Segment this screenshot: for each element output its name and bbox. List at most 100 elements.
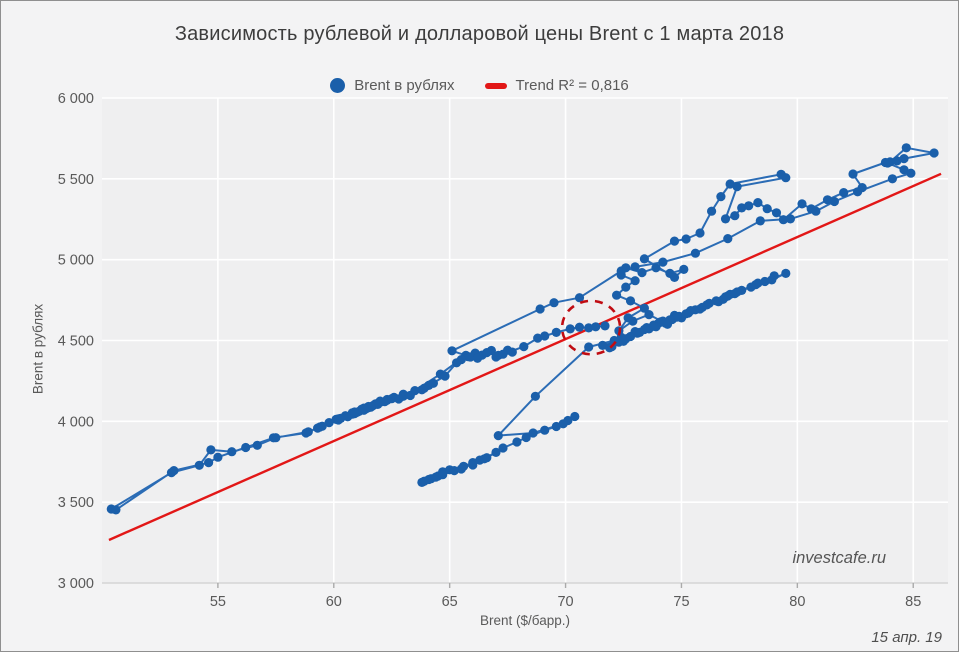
data-point <box>405 390 415 401</box>
y-tick-label: 3 000 <box>58 576 94 592</box>
data-point <box>753 198 763 208</box>
data-point <box>366 402 376 412</box>
data-point <box>723 234 733 244</box>
highlight-circle <box>560 299 622 356</box>
data-point <box>551 421 561 432</box>
data-point <box>535 304 545 314</box>
data-point <box>899 154 909 164</box>
data-point <box>324 418 334 428</box>
data-point <box>669 272 680 282</box>
data-point <box>533 333 543 343</box>
data-point <box>447 346 457 356</box>
data-point <box>720 214 731 224</box>
data-point <box>491 447 501 457</box>
data-point <box>635 327 645 337</box>
data-point <box>419 383 429 393</box>
data-point <box>853 187 863 197</box>
data-point <box>498 349 508 359</box>
data-point <box>598 340 608 350</box>
data-point <box>883 158 893 168</box>
legend-label-series: Brent в рублях <box>354 77 455 94</box>
data-point <box>301 428 311 438</box>
data-point <box>718 294 728 304</box>
x-tick-label: 65 <box>442 594 458 610</box>
data-point <box>639 254 650 264</box>
data-point <box>785 214 796 224</box>
data-point <box>623 313 633 323</box>
data-point <box>438 470 448 480</box>
data-point <box>892 156 902 166</box>
data-point <box>468 460 478 470</box>
data-point <box>767 275 777 285</box>
data-point <box>630 276 640 286</box>
trend-line <box>108 172 942 542</box>
data-point <box>472 353 483 363</box>
data-point <box>649 321 659 331</box>
data-point <box>618 336 629 346</box>
legend: Brent в рублях Trend R² = 0,816 <box>1 77 958 94</box>
data-point <box>479 454 489 464</box>
data-point <box>540 331 550 341</box>
data-point <box>317 421 327 431</box>
y-tick-label: 4 500 <box>58 334 94 350</box>
legend-item-trend: Trend R² = 0,816 <box>484 77 629 94</box>
data-point <box>839 188 849 198</box>
data-point <box>591 322 601 332</box>
data-point <box>241 442 251 453</box>
data-point <box>565 324 575 334</box>
data-point <box>456 464 466 474</box>
data-point <box>584 342 594 352</box>
data-point <box>570 411 580 422</box>
y-tick-label: 3 500 <box>58 495 94 511</box>
data-point <box>375 396 385 406</box>
data-point <box>829 196 840 207</box>
data-point <box>204 458 214 468</box>
data-point <box>616 266 626 276</box>
x-tick-label: 85 <box>905 594 921 610</box>
data-point <box>540 425 550 435</box>
data-point <box>906 168 916 178</box>
data-point <box>639 303 650 313</box>
y-tick-label: 5 000 <box>58 253 94 269</box>
watermark: investcafe.ru <box>792 549 886 567</box>
y-tick-label: 6 000 <box>58 91 94 107</box>
data-point <box>848 169 858 179</box>
data-point <box>887 174 898 184</box>
data-point <box>574 322 585 332</box>
data-point <box>493 431 503 441</box>
data-point <box>781 268 791 278</box>
data-point <box>213 452 223 462</box>
data-point <box>730 211 740 221</box>
data-point <box>394 394 404 404</box>
data-point <box>658 257 668 267</box>
data-point <box>762 204 772 214</box>
data-point <box>901 143 911 153</box>
data-point <box>252 440 262 450</box>
x-axis-title: Brent ($/барр.) <box>480 613 570 628</box>
data-point <box>660 318 670 328</box>
y-tick-label: 4 000 <box>58 414 94 430</box>
data-point <box>755 216 765 226</box>
data-point <box>637 268 647 278</box>
data-point <box>574 293 585 303</box>
data-point <box>725 179 735 189</box>
data-point <box>929 148 939 158</box>
data-point <box>350 407 360 417</box>
data-point <box>498 443 508 453</box>
data-point <box>482 348 492 358</box>
data-point <box>528 428 538 438</box>
x-tick-label: 75 <box>673 594 689 610</box>
data-point <box>456 355 466 365</box>
data-point <box>771 208 782 218</box>
data-point <box>336 413 346 423</box>
data-point <box>600 321 610 331</box>
y-tick-label: 5 500 <box>58 172 94 188</box>
data-point <box>551 327 561 337</box>
data-point <box>697 302 707 312</box>
data-point <box>465 352 476 362</box>
trend-line-icon <box>484 82 507 89</box>
data-point <box>440 371 450 381</box>
data-point <box>744 201 754 211</box>
